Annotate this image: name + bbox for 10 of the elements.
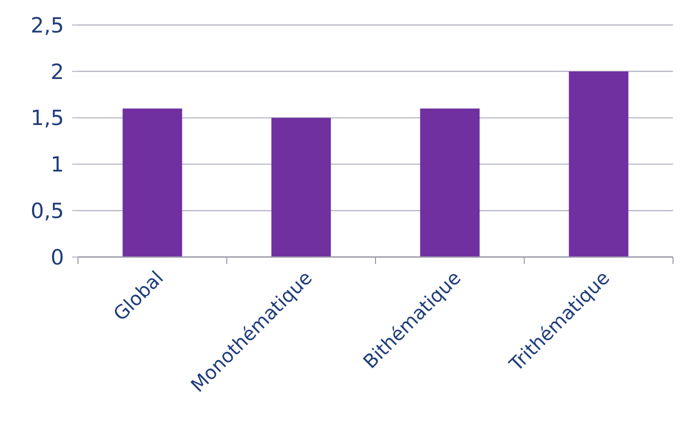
bar <box>271 118 331 257</box>
y-tick-label: 1 <box>50 152 64 177</box>
y-tick-label: 0,5 <box>30 198 64 223</box>
bar <box>568 71 628 257</box>
y-tick-label: 1,5 <box>30 106 64 130</box>
bar <box>420 108 480 257</box>
y-tick-label: 2,5 <box>30 13 64 38</box>
y-tick-label: 0 <box>50 245 64 270</box>
y-tick-label: 2 <box>50 60 64 84</box>
bar <box>122 108 182 257</box>
